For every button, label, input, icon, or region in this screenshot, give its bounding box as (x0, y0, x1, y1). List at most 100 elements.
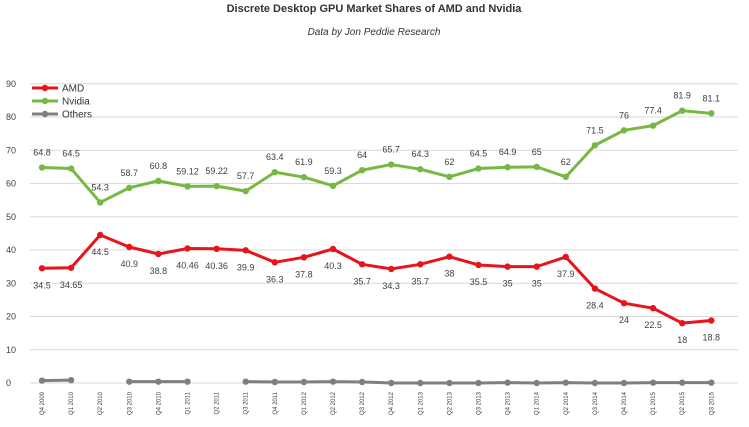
point-others (155, 378, 162, 385)
data-label-amd: 40.36 (205, 261, 228, 271)
point-nvidia (504, 164, 511, 171)
point-nvidia (126, 184, 133, 192)
data-label-nvidia: 61.9 (295, 157, 313, 167)
point-nvidia (649, 122, 657, 129)
data-label-amd: 35.5 (470, 277, 488, 287)
x-tick-label: Q1 2010 (69, 391, 75, 415)
data-label-nvidia: 58.7 (121, 168, 139, 178)
data-labels: 34.5 34.65 44.5 40.9 38.8 40.46 40.36 39.9 36.3 3… (33, 91, 720, 345)
point-amd (475, 261, 482, 269)
data-label-nvidia: 54.3 (91, 182, 109, 192)
point-nvidia (533, 163, 540, 171)
point-others (300, 378, 308, 386)
point-nvidia (446, 173, 453, 181)
point-nvidia (358, 167, 366, 174)
data-label-nvidia: 65 (532, 147, 542, 157)
point-amd (271, 259, 278, 266)
data-label-amd: 35 (532, 279, 542, 289)
chart-subtitle: Data by Jon Peddie Research (308, 27, 441, 38)
data-label-amd: 38 (444, 269, 454, 279)
point-nvidia (300, 173, 308, 181)
point-amd (97, 231, 104, 239)
data-label-nvidia: 76 (619, 110, 629, 120)
point-amd (67, 264, 75, 271)
data-label-amd: 40.9 (121, 259, 139, 269)
x-tick-label: Q4 2013 (506, 391, 512, 415)
point-amd (446, 253, 453, 260)
y-tick-label: 30 (6, 278, 16, 288)
x-tick-label: Q3 2013 (477, 391, 483, 415)
point-others (649, 379, 657, 386)
legend-marker-amd (41, 84, 49, 92)
data-label-amd: 18.8 (703, 332, 721, 342)
point-nvidia (38, 164, 46, 171)
y-tick-label: 90 (6, 79, 16, 89)
x-tick-label: Q3 2011 (244, 391, 250, 414)
point-others (446, 379, 453, 387)
point-amd (242, 247, 249, 254)
point-others (271, 378, 278, 386)
point-amd (184, 245, 191, 252)
point-nvidia (562, 173, 569, 181)
point-others (126, 378, 133, 385)
point-others (388, 379, 395, 387)
point-others (679, 379, 686, 386)
series-nvidia (38, 107, 715, 206)
y-tick-label: 70 (6, 145, 16, 155)
point-nvidia (184, 183, 191, 190)
data-label-amd: 34.3 (382, 281, 400, 291)
point-others (38, 377, 46, 384)
point-amd (358, 261, 366, 268)
legend-marker-others (41, 110, 49, 118)
data-label-amd: 37.8 (295, 269, 313, 279)
x-tick-label: Q2 2014 (564, 391, 570, 415)
x-tick-label: Q3 2014 (593, 391, 599, 415)
series-amd (38, 231, 715, 327)
data-label-amd: 38.8 (150, 266, 168, 276)
series-others (38, 376, 715, 387)
data-label-amd: 24 (619, 315, 629, 325)
y-tick-label: 60 (6, 179, 16, 189)
data-label-amd: 28.4 (586, 301, 604, 311)
data-label-amd: 37.9 (557, 269, 575, 279)
point-nvidia (620, 127, 628, 134)
x-tick-label: Q4 2009 (40, 391, 46, 415)
data-label-amd: 44.5 (91, 247, 109, 257)
point-others (708, 379, 715, 386)
x-tick-label: Q2 2013 (447, 391, 453, 415)
point-others (67, 376, 75, 384)
data-label-nvidia: 64.5 (62, 149, 80, 159)
x-tick-label: Q2 2010 (98, 391, 104, 415)
series-line-amd (40, 233, 713, 325)
point-amd (126, 243, 133, 251)
y-tick-label: 20 (6, 312, 16, 322)
legend-label-nvidia: Nvidia (62, 97, 90, 108)
series-layer (38, 107, 715, 387)
point-amd (329, 245, 337, 253)
point-amd (679, 319, 686, 327)
point-others (242, 378, 249, 385)
point-amd (388, 265, 395, 273)
x-tick-label: Q4 2014 (622, 391, 628, 415)
data-label-nvidia: 64.3 (412, 149, 430, 159)
chart-title: Discrete Desktop GPU Market Shares of AM… (227, 3, 523, 15)
point-nvidia (708, 110, 715, 117)
data-label-nvidia: 62 (561, 157, 571, 167)
data-label-nvidia: 81.9 (673, 91, 691, 101)
x-tick-label: Q1 2013 (418, 391, 424, 415)
point-nvidia (97, 199, 104, 206)
legend-label-amd: AMD (62, 84, 84, 95)
point-amd (649, 304, 657, 312)
point-others (329, 378, 337, 385)
x-tick-label: Q1 2011 (186, 391, 192, 414)
legend: AMD Nvidia Others (32, 84, 92, 121)
data-label-nvidia: 64.9 (499, 147, 517, 157)
data-label-nvidia: 57.7 (237, 171, 255, 181)
data-label-amd: 36.3 (266, 274, 284, 284)
data-label-nvidia: 64 (357, 150, 367, 160)
x-tick-label: Q3 2012 (360, 391, 366, 415)
point-amd (533, 263, 540, 270)
x-tick-label: Q1 2012 (302, 391, 308, 415)
x-tick-label: Q3 2010 (127, 391, 133, 415)
data-label-nvidia: 64.8 (33, 148, 51, 158)
